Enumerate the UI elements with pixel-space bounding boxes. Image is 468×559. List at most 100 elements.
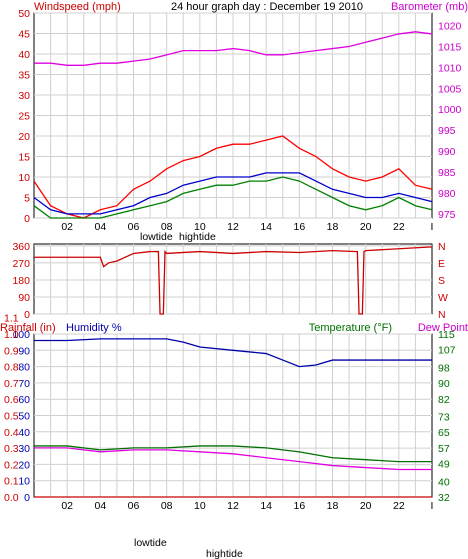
compass-label: S	[438, 275, 445, 287]
compass-label: N	[438, 309, 446, 321]
direction-tick-label: 180	[12, 275, 30, 287]
temperature-tick-label: 107	[438, 345, 456, 357]
windspeed-axis-label: Windspeed (mph)	[34, 1, 121, 13]
temperature-ticks: 32 40 49 57 65 73 82 90 98 107 115	[438, 329, 456, 504]
x-tick-label: 10	[194, 221, 206, 233]
humidity-tick-label: 20	[18, 459, 30, 471]
windspeed-tick-label: 10	[18, 172, 30, 184]
x-tick-label: 04	[94, 500, 106, 512]
direction-tick-label: 0	[24, 309, 30, 321]
x-tick-label: 16	[293, 500, 305, 512]
rainfall-axis-label: Rainfall (in)	[0, 322, 56, 334]
rainfall-tick-label: 0.3	[4, 443, 19, 455]
windspeed-tick-label: 30	[18, 90, 30, 102]
x-tick-label: I	[431, 221, 434, 233]
x-tick-label: 12	[227, 221, 239, 233]
x-tick-label: 20	[360, 500, 372, 512]
windspeed-tick-label: 45	[18, 29, 30, 41]
x-tick-label: 02	[61, 500, 73, 512]
x-tick-label: 08	[161, 221, 173, 233]
windspeed-tick-label: 25	[18, 111, 30, 123]
chart-title: 24 hour graph day : December 19 2010	[171, 1, 363, 13]
humidity-tick-label: 70	[18, 378, 30, 390]
series-line-barometer	[34, 31, 433, 66]
humidity-tick-label: 80	[18, 362, 30, 374]
bottom-time-ticks: 02 04 06 08 10 12 14 16 18 20 22 I	[61, 500, 433, 512]
series-line-humidity	[34, 338, 432, 368]
x-tick-label: 12	[227, 500, 239, 512]
compass-label: N	[438, 241, 446, 253]
series-line-dewpoint	[34, 447, 432, 471]
compass-label: E	[438, 258, 445, 270]
barometer-tick-label: 1020	[438, 21, 462, 33]
barometer-ticks: 975 980 985 990 995 1000 1005 1010 1015 1020	[438, 21, 462, 221]
lowtide-label-top: lowtide	[140, 231, 173, 243]
x-tick-label: 22	[393, 221, 405, 233]
temperature-tick-label: 73	[438, 411, 450, 423]
temperature-tick-label: 49	[438, 459, 450, 471]
wind-grid	[34, 12, 432, 219]
direction-tick-label: 90	[18, 292, 30, 304]
lowtide-label-bottom: lowtide	[134, 537, 167, 549]
humidity-grid	[34, 333, 432, 498]
barometer-tick-label: 1015	[438, 41, 462, 53]
series-line-wind_dir_line	[33, 172, 433, 215]
temperature-tick-label: 115	[438, 329, 455, 341]
x-tick-label: 22	[393, 500, 405, 512]
windspeed-tick-label: 20	[18, 131, 30, 143]
direction-series	[34, 246, 433, 315]
humidity-tick-label: 0	[24, 492, 30, 504]
temperature-tick-label: 40	[438, 476, 450, 488]
windspeed-tick-label: 50	[18, 8, 30, 20]
x-tick-label: 18	[327, 221, 339, 233]
x-tick-label: 16	[293, 221, 305, 233]
temperature-tick-label: 32	[438, 492, 450, 504]
x-tick-label: 10	[194, 500, 206, 512]
humidity-tick-label: 50	[18, 411, 30, 423]
barometer-tick-label: 1010	[438, 62, 462, 74]
series-line-wind_avg	[33, 176, 433, 219]
direction-tick-label: 270	[12, 258, 30, 270]
hightide-label-top: hightide	[179, 231, 216, 243]
humidity-tick-label: 40	[18, 427, 30, 439]
humidity-axis-label: Humidity %	[66, 322, 122, 334]
rainfall-tick-label: 0.8	[4, 362, 19, 374]
windspeed-tick-label: 5	[24, 193, 30, 205]
temperature-tick-label: 57	[438, 443, 450, 455]
rainfall-tick-label: 0.6	[4, 394, 19, 406]
windspeed-tick-label: 0	[24, 213, 30, 225]
windspeed-tick-label: 35	[18, 70, 30, 82]
rainfall-tick-label: 0.0	[4, 492, 19, 504]
rainfall-tick-label: 1.1	[4, 313, 19, 325]
humidity-tick-label: 60	[18, 394, 30, 406]
x-tick-label: I	[431, 500, 434, 512]
x-tick-label: 14	[260, 500, 272, 512]
direction-tick-label: 360	[12, 241, 30, 253]
temperature-axis-label: Temperature (°F)	[309, 322, 392, 334]
hightide-label-bottom: hightide	[206, 548, 243, 559]
x-tick-label: 02	[61, 221, 73, 233]
windspeed-tick-label: 40	[18, 49, 30, 61]
rainfall-tick-label: 0.5	[4, 411, 19, 423]
top-time-ticks: 02 04 06 08 10 12 14 16 18 20 22 I	[61, 221, 433, 233]
rainfall-tick-label: 0.4	[4, 427, 19, 439]
rainfall-tick-label: 0.9	[4, 345, 19, 357]
x-tick-label: 06	[128, 221, 140, 233]
temperature-tick-label: 82	[438, 394, 450, 406]
x-tick-label: 14	[260, 221, 272, 233]
compass-label: W	[438, 292, 448, 304]
barometer-tick-label: 1000	[438, 104, 462, 116]
humidity-tick-label: 100	[12, 329, 30, 341]
temperature-tick-label: 65	[438, 427, 450, 439]
humidity-tick-label: 10	[18, 476, 30, 488]
direction-grid	[34, 244, 432, 315]
windspeed-tick-label: 15	[18, 152, 30, 164]
wind-series	[33, 31, 433, 219]
temperature-tick-label: 98	[438, 362, 450, 374]
series-line-wind_gust	[33, 135, 433, 219]
rainfall-tick-label: 1.0	[4, 329, 19, 341]
rainfall-tick-label: 0.1	[4, 476, 19, 488]
